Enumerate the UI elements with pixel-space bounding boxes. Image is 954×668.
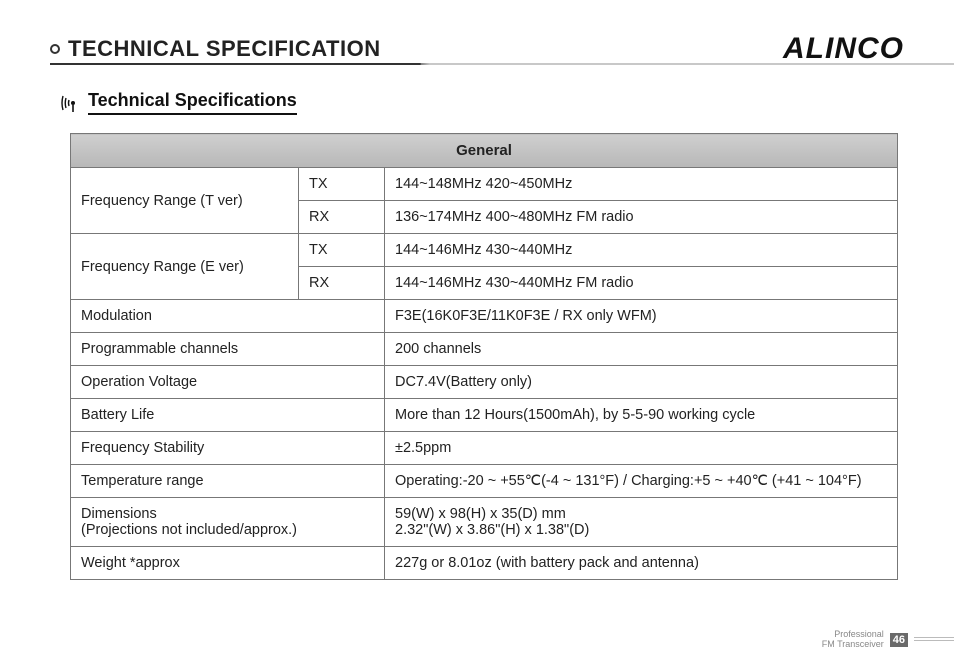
cell-sublabel: RX <box>299 267 385 300</box>
cell-sublabel: RX <box>299 201 385 234</box>
cell-value: Operating:-20 ~ +55℃(-4 ~ 131°F) / Charg… <box>385 465 898 498</box>
cell-value: 144~146MHz 430~440MHz <box>385 234 898 267</box>
cell-value: 144~146MHz 430~440MHz FM radio <box>385 267 898 300</box>
cell-value: 59(W) x 98(H) x 35(D) mm 2.32"(W) x 3.86… <box>385 498 898 547</box>
cell-value: 227g or 8.01oz (with battery pack and an… <box>385 547 898 580</box>
cell-label: Modulation <box>71 300 385 333</box>
table-row: Modulation F3E(16K0F3E/11K0F3E / RX only… <box>71 300 898 333</box>
cell-sublabel: TX <box>299 234 385 267</box>
cell-value: 144~148MHz 420~450MHz <box>385 168 898 201</box>
cell-value: More than 12 Hours(1500mAh), by 5-5-90 w… <box>385 399 898 432</box>
cell-label: Frequency Stability <box>71 432 385 465</box>
subheading: Technical Specifications <box>88 90 297 115</box>
antenna-icon <box>60 93 82 113</box>
subheading-row: Technical Specifications <box>0 66 954 125</box>
section-header: General <box>71 134 898 168</box>
cell-value: 200 channels <box>385 333 898 366</box>
brand-logo: ALINCO <box>783 32 904 66</box>
footer-lines-icon <box>914 637 954 643</box>
cell-value: DC7.4V(Battery only) <box>385 366 898 399</box>
title-group: TECHNICAL SPECIFICATION <box>50 36 381 62</box>
cell-value: F3E(16K0F3E/11K0F3E / RX only WFM) <box>385 300 898 333</box>
table-row: Frequency Range (E ver) TX 144~146MHz 43… <box>71 234 898 267</box>
cell-label: Frequency Range (T ver) <box>71 168 299 234</box>
cell-sublabel: TX <box>299 168 385 201</box>
cell-label: Dimensions (Projections not included/app… <box>71 498 385 547</box>
table-row: Frequency Stability ±2.5ppm <box>71 432 898 465</box>
table-row: Temperature range Operating:-20 ~ +55℃(-… <box>71 465 898 498</box>
cell-label: Programmable channels <box>71 333 385 366</box>
cell-label: Temperature range <box>71 465 385 498</box>
cell-label: Operation Voltage <box>71 366 385 399</box>
table-section-row: General <box>71 134 898 168</box>
bullet-icon <box>50 44 60 54</box>
page-title: TECHNICAL SPECIFICATION <box>68 36 381 62</box>
page-number: 46 <box>890 633 908 647</box>
cell-value: ±2.5ppm <box>385 432 898 465</box>
page-footer: Professional FM Transceiver 46 <box>822 630 954 650</box>
table-row: Programmable channels 200 channels <box>71 333 898 366</box>
footer-line2: FM Transceiver <box>822 640 884 650</box>
cell-label: Battery Life <box>71 399 385 432</box>
cell-label: Weight *approx <box>71 547 385 580</box>
footer-text: Professional FM Transceiver <box>822 630 884 650</box>
table-row: Battery Life More than 12 Hours(1500mAh)… <box>71 399 898 432</box>
cell-value: 136~174MHz 400~480MHz FM radio <box>385 201 898 234</box>
spec-table: General Frequency Range (T ver) TX 144~1… <box>70 133 898 580</box>
table-row: Weight *approx 227g or 8.01oz (with batt… <box>71 547 898 580</box>
cell-label: Frequency Range (E ver) <box>71 234 299 300</box>
table-row: Dimensions (Projections not included/app… <box>71 498 898 547</box>
table-row: Operation Voltage DC7.4V(Battery only) <box>71 366 898 399</box>
spec-table-wrap: General Frequency Range (T ver) TX 144~1… <box>0 125 954 580</box>
page-header: TECHNICAL SPECIFICATION ALINCO <box>0 0 954 66</box>
table-row: Frequency Range (T ver) TX 144~148MHz 42… <box>71 168 898 201</box>
